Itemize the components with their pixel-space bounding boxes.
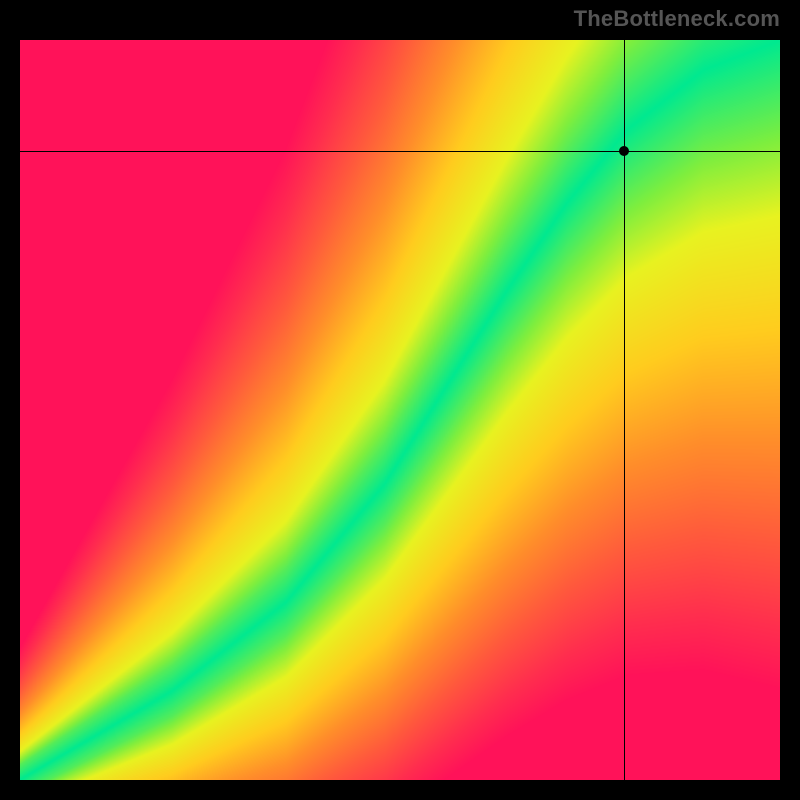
watermark-text: TheBottleneck.com [574, 6, 780, 32]
crosshair-horizontal [20, 151, 780, 152]
marker-point [619, 146, 629, 156]
plot-area [20, 40, 780, 780]
chart-container: TheBottleneck.com [0, 0, 800, 800]
